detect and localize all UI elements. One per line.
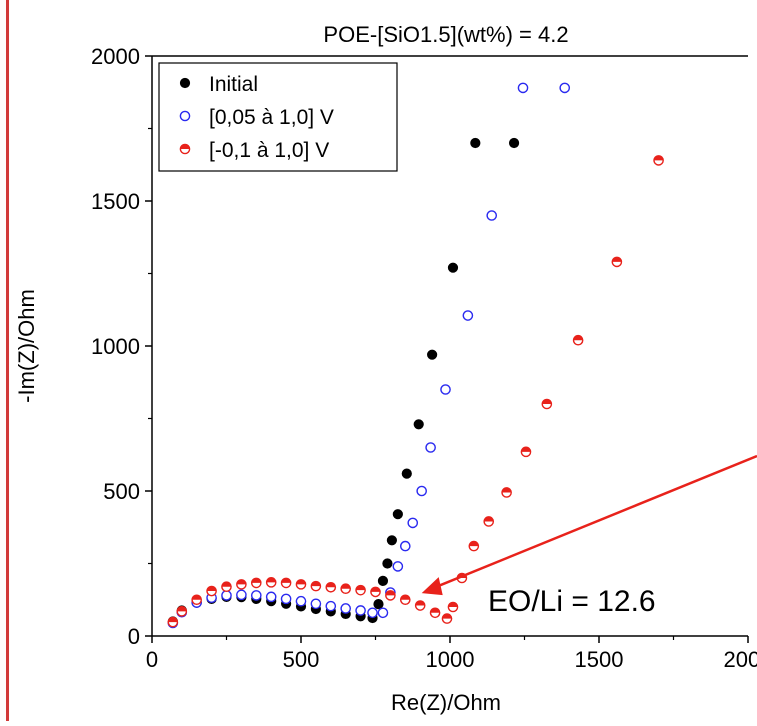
x-tick-label: 1500 <box>575 647 624 672</box>
data-point-minus-0-1-to-1-0v <box>468 540 480 552</box>
data-point-minus-0-1-to-1-0v <box>385 590 396 601</box>
data-point-0-05-to-1-0v <box>236 589 247 601</box>
data-point-minus-0-1-to-1-0v <box>611 256 623 268</box>
y-tick-label: 0 <box>128 624 140 649</box>
data-point-initial <box>377 575 389 587</box>
data-point-0-05-to-1-0v <box>440 384 451 395</box>
plot-area: 0 500 1000 1500 2000 0 500 1000 1500 2000 <box>91 44 757 672</box>
data-point-initial <box>382 558 393 569</box>
annotation-arrow-line <box>435 454 757 589</box>
data-point-minus-0-1-to-1-0v <box>280 577 292 589</box>
legend: Initial [0,05 à 1,0] V [-0,1 à 1,0] V <box>158 62 398 172</box>
data-point-minus-0-1-to-1-0v <box>191 594 202 606</box>
series-2 <box>167 155 664 628</box>
data-point-0-05-to-1-0v <box>425 442 436 453</box>
y-axis-label: -Im(Z)/Ohm <box>14 289 39 403</box>
data-point-minus-0-1-to-1-0v <box>206 585 217 597</box>
data-point-minus-0-1-to-1-0v <box>520 446 532 458</box>
x-tick-label: 2000 <box>724 647 757 672</box>
data-point-0-05-to-1-0v <box>462 310 474 321</box>
data-point-0-05-to-1-0v <box>265 591 277 603</box>
data-point-minus-0-1-to-1-0v <box>441 613 453 624</box>
data-point-minus-0-1-to-1-0v <box>325 581 337 593</box>
legend-box <box>158 62 398 172</box>
data-point-minus-0-1-to-1-0v <box>501 487 512 498</box>
y-tick-label: 1500 <box>91 189 140 214</box>
data-point-minus-0-1-to-1-0v <box>429 607 441 619</box>
x-axis-label: Re(Z)/Ohm <box>391 690 501 715</box>
chart-title: POE-[SiO1.5](wt%) = 4.2 <box>323 22 568 47</box>
data-point-0-05-to-1-0v <box>377 607 389 619</box>
x-tick-label: 0 <box>146 647 158 672</box>
data-point-minus-0-1-to-1-0v <box>295 579 307 590</box>
data-point-0-05-to-1-0v <box>250 590 262 601</box>
data-point-minus-0-1-to-1-0v <box>265 577 277 588</box>
y-tick-label: 500 <box>103 479 140 504</box>
data-point-0-05-to-1-0v <box>310 598 322 610</box>
data-point-0-05-to-1-0v <box>280 593 292 605</box>
data-point-initial <box>386 535 397 546</box>
legend-label: Initial <box>209 73 258 96</box>
data-point-initial <box>401 468 412 479</box>
data-point-0-05-to-1-0v <box>295 595 307 607</box>
left-border-stripe <box>6 0 9 721</box>
data-point-0-05-to-1-0v <box>392 561 404 572</box>
legend-marker <box>179 77 191 89</box>
data-point-minus-0-1-to-1-0v <box>236 579 247 590</box>
data-point-0-05-to-1-0v <box>416 485 427 497</box>
data-point-minus-0-1-to-1-0v <box>310 580 322 592</box>
x-tick-label: 1000 <box>426 647 475 672</box>
data-point-minus-0-1-to-1-0v <box>447 601 459 613</box>
data-point-minus-0-1-to-1-0v <box>221 581 232 593</box>
data-point-minus-0-1-to-1-0v <box>355 584 366 596</box>
legend-label: [-0,1 à 1,0] V <box>209 139 329 162</box>
data-point-0-05-to-1-0v <box>367 607 378 619</box>
data-point-initial <box>373 599 384 610</box>
annotation-bg <box>482 571 726 629</box>
legend-label: [0,05 à 1,0] V <box>209 106 334 129</box>
annotation-arrow-head <box>421 577 443 596</box>
legend-marker <box>179 143 191 155</box>
annotation-text: EO/Li = 12.6 <box>488 585 656 618</box>
series-0 <box>167 137 520 627</box>
data-point-minus-0-1-to-1-0v <box>653 155 664 166</box>
data-point-minus-0-1-to-1-0v <box>370 586 381 598</box>
legend-marker <box>179 110 191 122</box>
data-point-minus-0-1-to-1-0v <box>250 577 262 589</box>
data-point-initial <box>413 419 424 430</box>
data-point-minus-0-1-to-1-0v <box>340 583 352 595</box>
data-point-initial <box>427 349 438 360</box>
y-tick-label: 2000 <box>91 44 140 69</box>
data-point-initial <box>470 137 481 149</box>
data-point-minus-0-1-to-1-0v <box>399 594 411 606</box>
data-point-initial <box>447 262 459 273</box>
data-point-0-05-to-1-0v <box>407 517 419 529</box>
annotation-group: EO/Li = 12.6 <box>421 454 757 629</box>
data-point-minus-0-1-to-1-0v <box>572 334 584 346</box>
data-point-minus-0-1-to-1-0v <box>414 600 426 611</box>
data-point-0-05-to-1-0v <box>399 540 411 552</box>
y-tick-label: 1000 <box>91 334 140 359</box>
data-point-0-05-to-1-0v <box>340 603 352 614</box>
data-point-minus-0-1-to-1-0v <box>541 398 553 410</box>
data-point-0-05-to-1-0v <box>325 600 337 612</box>
data-point-initial <box>508 137 520 149</box>
data-point-initial <box>392 509 403 520</box>
data-point-0-05-to-1-0v <box>559 82 571 94</box>
data-point-0-05-to-1-0v <box>486 210 498 221</box>
data-point-minus-0-1-to-1-0v <box>483 516 495 527</box>
data-point-0-05-to-1-0v <box>517 82 529 94</box>
data-point-minus-0-1-to-1-0v <box>176 606 188 617</box>
data-point-0-05-to-1-0v <box>355 605 366 616</box>
x-tick-label: 500 <box>283 647 320 672</box>
data-point-0-05-to-1-0v <box>221 590 232 601</box>
data-point-minus-0-1-to-1-0v <box>167 616 179 628</box>
